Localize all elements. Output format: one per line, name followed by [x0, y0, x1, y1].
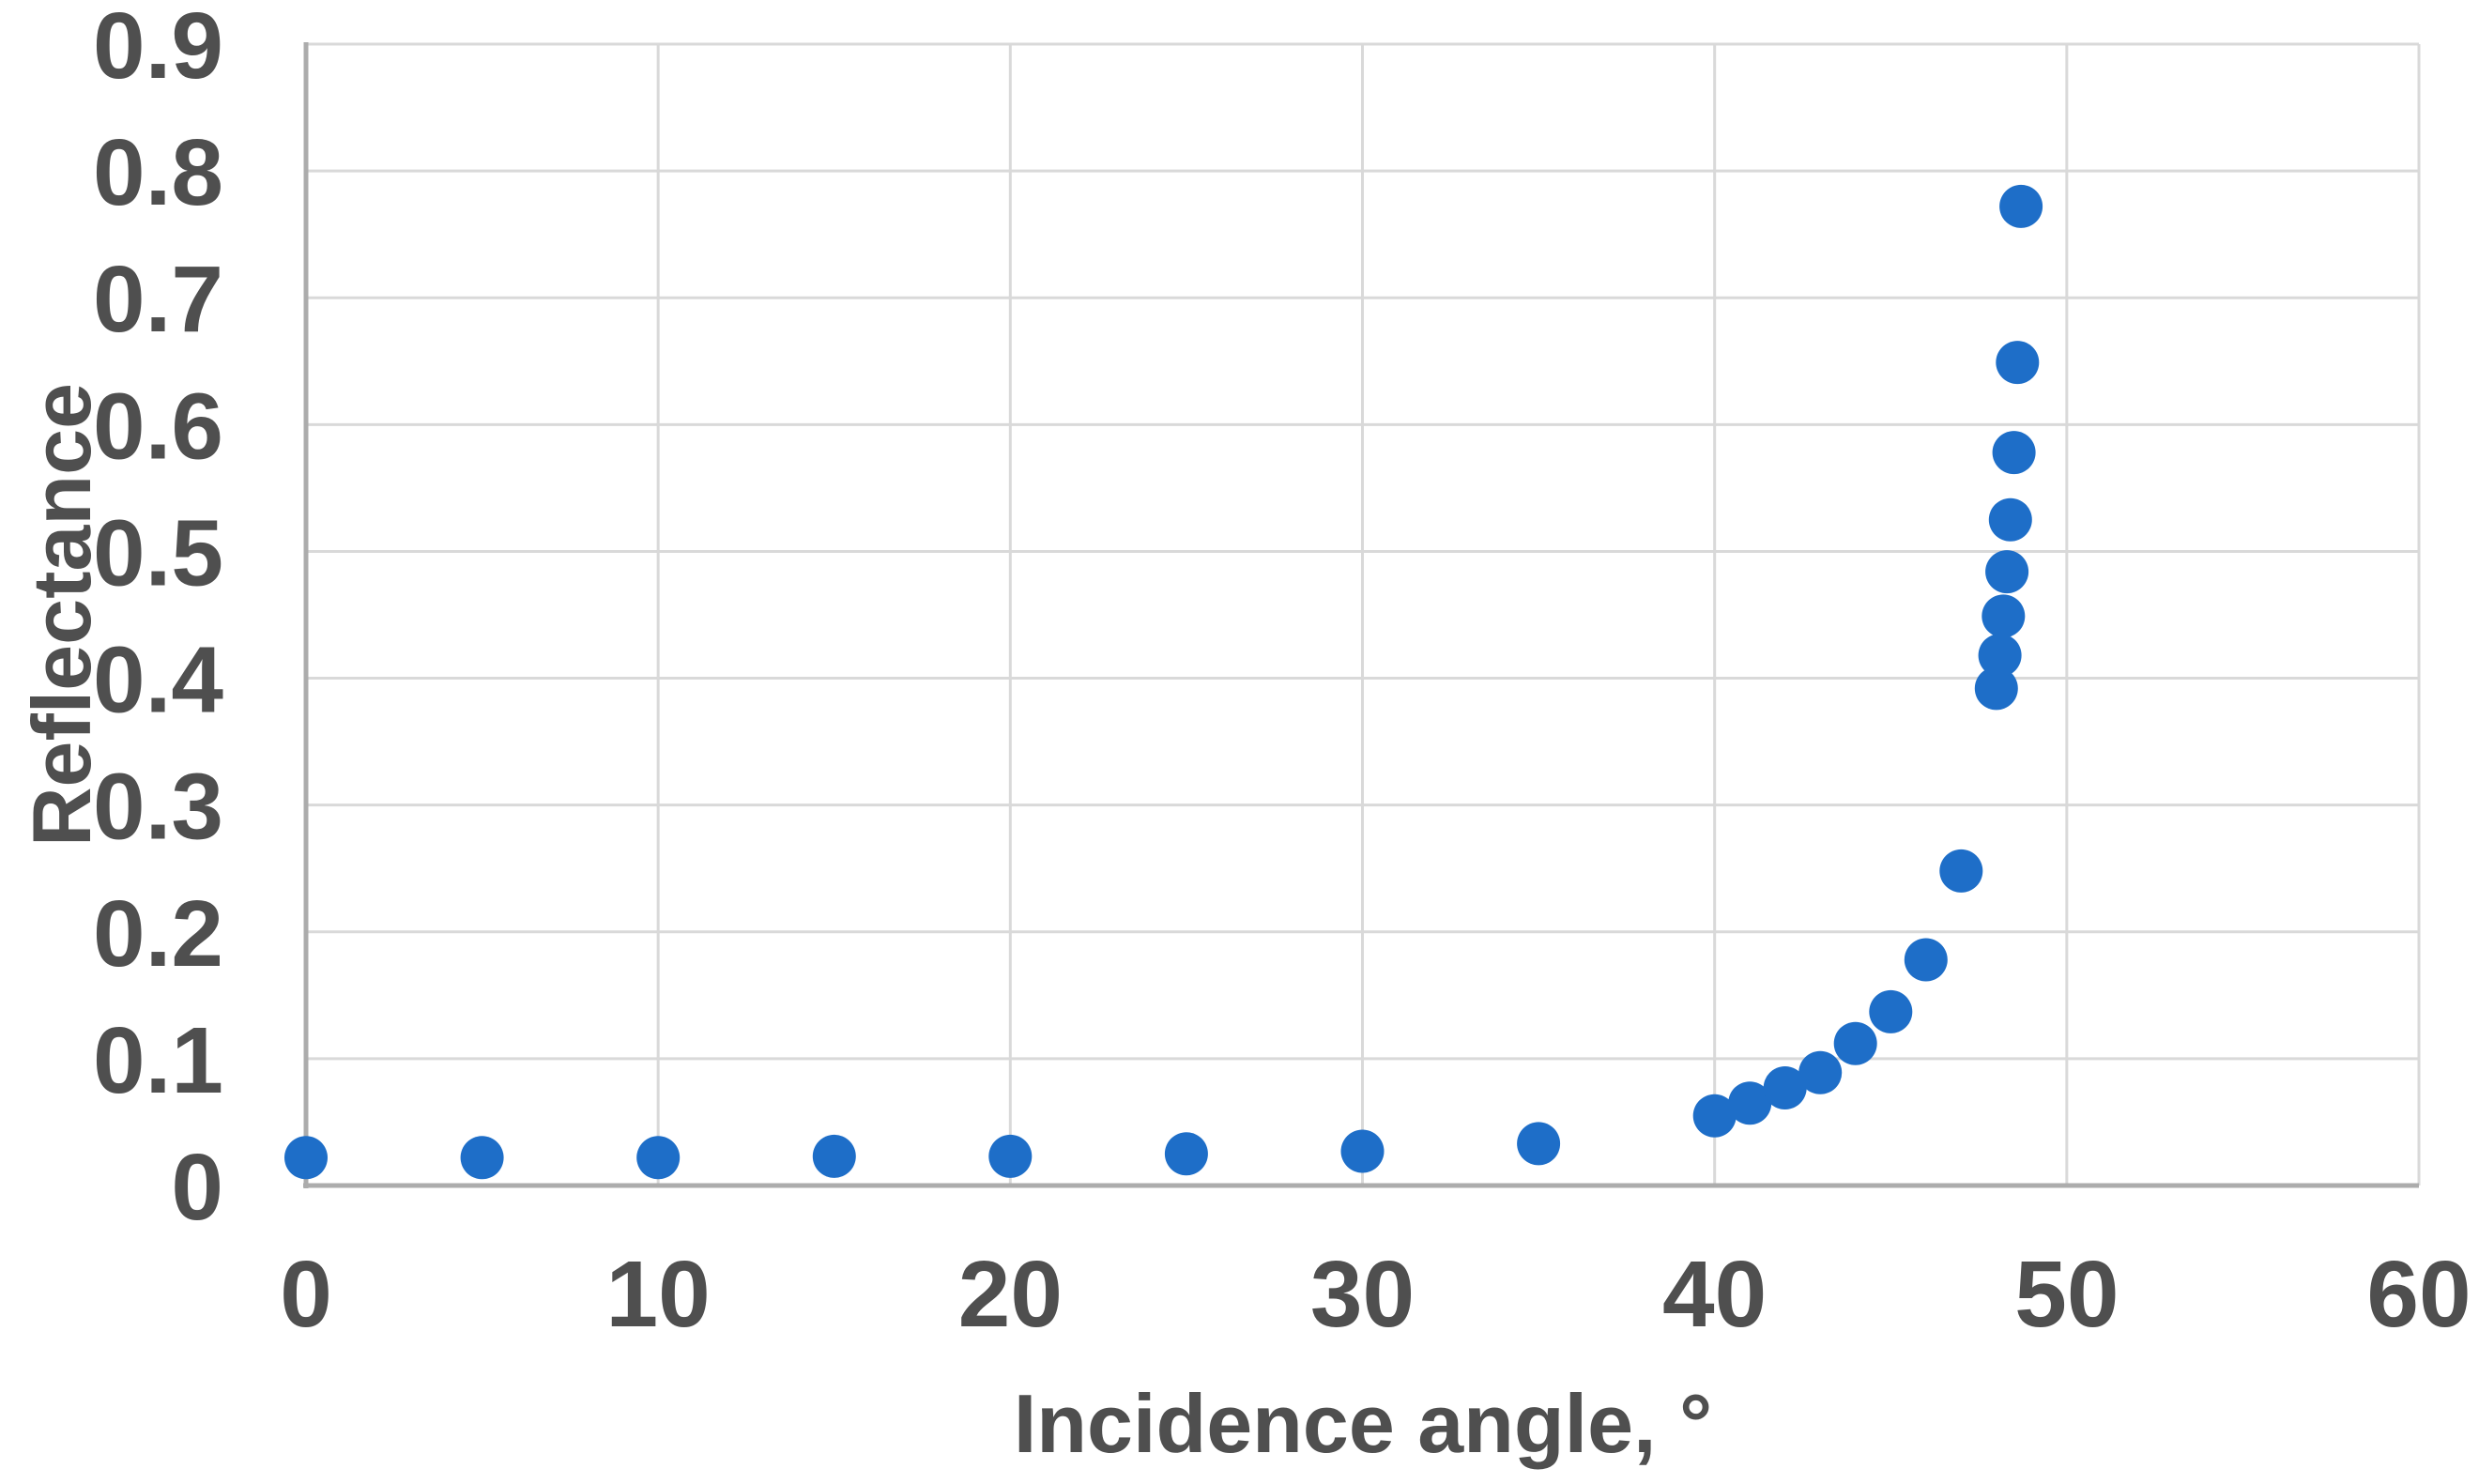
x-tick-label: 50 — [2014, 1242, 2119, 1347]
x-axis-tick-labels: 0 10 20 30 40 50 60 — [280, 1242, 2471, 1347]
data-point — [1992, 431, 2036, 475]
y-tick-label: 0.3 — [93, 755, 223, 860]
data-point — [1982, 594, 2026, 638]
data-point — [1988, 497, 2032, 542]
x-tick-label: 30 — [1310, 1242, 1415, 1347]
data-point — [460, 1136, 504, 1180]
y-tick-label: 0.9 — [93, 0, 223, 99]
x-tick-label: 40 — [1662, 1242, 1767, 1347]
x-tick-label: 0 — [280, 1242, 332, 1347]
data-point — [1728, 1081, 1772, 1125]
data-point — [812, 1134, 856, 1178]
data-point — [1763, 1066, 1807, 1109]
axes — [303, 42, 2419, 1188]
y-tick-label: 0.2 — [93, 881, 223, 987]
gridlines — [306, 42, 2421, 1186]
data-point — [1517, 1122, 1561, 1166]
data-point — [1798, 1050, 1843, 1094]
y-tick-label: 0.7 — [93, 247, 223, 352]
data-point — [1833, 1021, 1877, 1065]
y-tick-label: 0.8 — [93, 120, 223, 225]
data-point — [1869, 989, 1913, 1033]
data-point — [1904, 938, 1948, 982]
data-point — [636, 1136, 681, 1180]
x-tick-label: 60 — [2366, 1242, 2471, 1347]
data-point — [1340, 1129, 1385, 1173]
y-tick-label: 0 — [171, 1135, 223, 1240]
y-axis-title: Reflectance — [15, 383, 108, 847]
data-point — [1974, 666, 2018, 711]
data-point — [988, 1134, 1033, 1178]
data-point — [1692, 1094, 1737, 1138]
x-tick-label: 20 — [958, 1242, 1063, 1347]
x-tick-label: 10 — [606, 1242, 711, 1347]
data-point — [1164, 1132, 1208, 1176]
data-point — [1999, 184, 2043, 228]
data-points — [284, 184, 2043, 1180]
data-point — [1985, 550, 2029, 594]
data-point — [1939, 849, 1983, 893]
y-tick-label: 0.4 — [93, 628, 223, 733]
data-point — [1978, 634, 2022, 678]
x-axis-title: Incidence angle, ° — [1014, 1377, 1712, 1470]
data-point — [1996, 341, 2040, 385]
y-tick-label: 0.5 — [93, 500, 223, 605]
data-point — [284, 1136, 328, 1180]
y-axis-tick-labels: 0 0.1 0.2 0.3 0.4 0.5 0.6 0.7 0.8 0.9 — [93, 0, 223, 1240]
y-tick-label: 0.6 — [93, 374, 223, 479]
y-tick-label: 0.1 — [93, 1008, 223, 1113]
